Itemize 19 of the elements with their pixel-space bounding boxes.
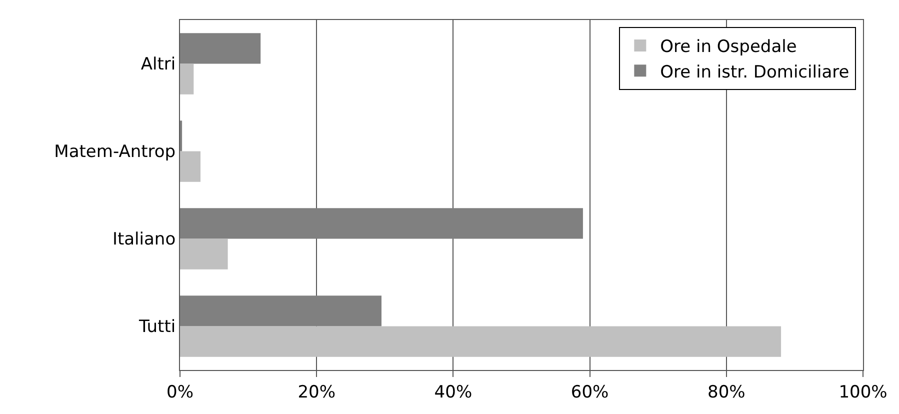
y-tick-label: Tutti bbox=[138, 317, 176, 338]
y-tick-label: Matem-Antrop bbox=[54, 142, 176, 162]
bar bbox=[180, 64, 194, 94]
legend-label: Ore in Ospedale bbox=[660, 37, 797, 58]
x-tick-label: 60% bbox=[570, 382, 609, 402]
x-tick-label: 100% bbox=[838, 382, 888, 402]
x-tick-label: 40% bbox=[434, 382, 472, 402]
bar bbox=[180, 33, 261, 64]
y-tick-label: Altri bbox=[140, 54, 176, 75]
y-tick-label: Italiano bbox=[112, 230, 176, 250]
x-tick-label: 20% bbox=[298, 382, 336, 402]
x-tick-label: 80% bbox=[708, 382, 746, 402]
x-tick-label: 0% bbox=[166, 382, 194, 402]
bar bbox=[180, 238, 228, 270]
bar bbox=[180, 208, 583, 239]
legend-label: Ore in istr. Domiciliare bbox=[660, 62, 850, 82]
bar bbox=[180, 296, 382, 326]
bar bbox=[180, 151, 200, 182]
bar bbox=[180, 326, 782, 357]
